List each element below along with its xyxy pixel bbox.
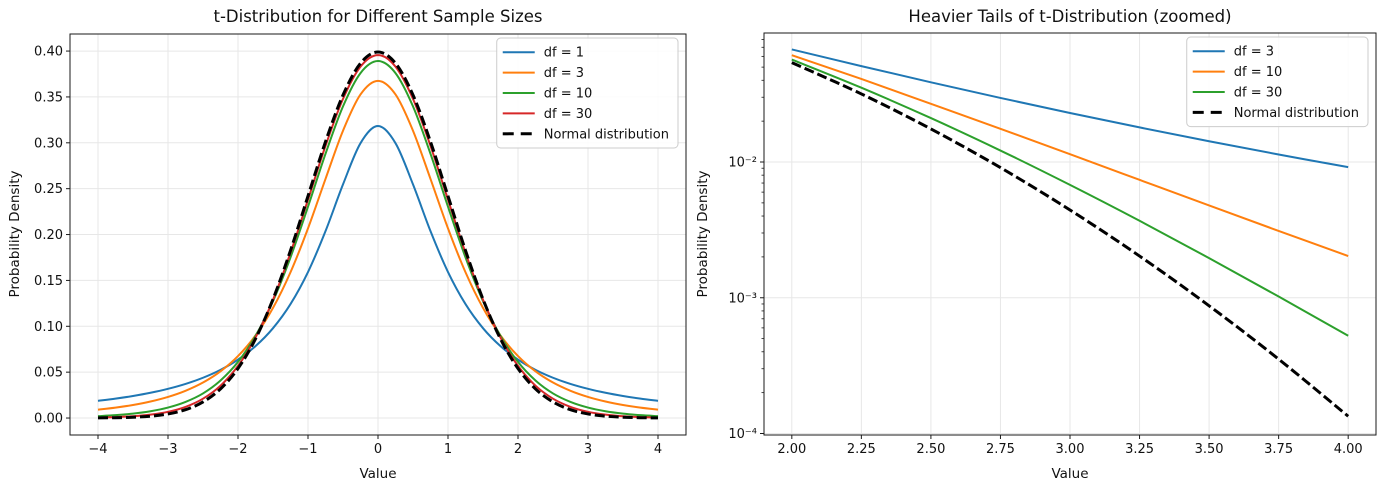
left-chart: −4 −3 −2 −1 0 1 2 3 4 0.00 0.05 0.10 0.15 0.20 0.25 0.3… bbox=[34, 33, 687, 457]
x-tick-label: 3 bbox=[584, 442, 592, 457]
y-tick-label: 0.00 bbox=[34, 412, 63, 427]
right-chart: 2.00 2.25 2.50 2.75 3.00 3.25 3.50 3.75 4.00 10⁻²… bbox=[728, 32, 1377, 457]
y-tick-label: 0.05 bbox=[34, 366, 63, 381]
series-group bbox=[791, 48, 1350, 418]
legend-label: df = 1 bbox=[544, 46, 584, 61]
x-tick-label: −3 bbox=[158, 442, 177, 457]
x-tick-label: 3.75 bbox=[1264, 442, 1293, 457]
x-tick-label: 2.00 bbox=[777, 442, 806, 457]
left-chart-ylabel: Probability Density bbox=[7, 171, 23, 298]
legend-box bbox=[496, 37, 679, 149]
y-tick-label: 10⁻³ bbox=[728, 291, 757, 306]
x-tick-label: −4 bbox=[88, 442, 107, 457]
x-tick-label: 4 bbox=[654, 442, 662, 457]
x-tick-label: 3.00 bbox=[1056, 442, 1085, 457]
series-line bbox=[97, 50, 659, 420]
x-tick-label: −2 bbox=[228, 442, 247, 457]
right-chart-title: Heavier Tails of t-Distribution (zoomed) bbox=[908, 7, 1231, 26]
legend-label: Normal distribution bbox=[544, 127, 669, 142]
y-tick-label: 0.15 bbox=[34, 274, 63, 289]
y-tick-label: 0.35 bbox=[34, 90, 63, 105]
series-line bbox=[97, 125, 659, 402]
y-tick-label: 0.20 bbox=[34, 228, 63, 243]
x-tick-label: 4.00 bbox=[1334, 442, 1363, 457]
left-chart-xlabel: Value bbox=[359, 466, 396, 482]
x-tick-label: 2 bbox=[514, 442, 522, 457]
y-tick-label: 10⁻⁴ bbox=[728, 427, 757, 442]
series-line bbox=[791, 61, 1350, 418]
legend-label: df = 30 bbox=[1234, 86, 1283, 101]
right-chart-ylabel: Probability Density bbox=[695, 171, 711, 298]
x-tick-label: 1 bbox=[444, 442, 452, 457]
legend-label: df = 10 bbox=[544, 87, 593, 102]
x-tick-label: 3.25 bbox=[1125, 442, 1154, 457]
y-tick-label: 10⁻² bbox=[728, 156, 757, 171]
series-line bbox=[791, 54, 1349, 257]
x-tick-label: 2.75 bbox=[986, 442, 1015, 457]
x-tick-label: −1 bbox=[298, 442, 317, 457]
legend: df = 3 df = 10 df = 30 Normal distribution bbox=[1186, 36, 1369, 128]
x-tick-label: 0 bbox=[374, 442, 382, 457]
series-line bbox=[97, 54, 659, 419]
y-tick-label: 0.25 bbox=[34, 182, 63, 197]
x-tick-label: 2.50 bbox=[916, 442, 945, 457]
series-group bbox=[97, 50, 659, 420]
series-line bbox=[97, 60, 659, 418]
ticks: 2.00 2.25 2.50 2.75 3.00 3.25 3.50 3.75 4.00 10⁻²… bbox=[728, 39, 1363, 457]
series-line bbox=[97, 79, 659, 411]
legend-label: Normal distribution bbox=[1234, 106, 1359, 121]
x-tick-label: 3.50 bbox=[1195, 442, 1224, 457]
ticks: −4 −3 −2 −1 0 1 2 3 4 0.00 0.05 0.10 0.15 0.20 0.25 0.3… bbox=[34, 45, 662, 457]
right-chart-xlabel: Value bbox=[1051, 466, 1088, 482]
y-tick-label: 0.30 bbox=[34, 136, 63, 151]
series-line bbox=[791, 58, 1349, 337]
legend-label: df = 10 bbox=[1234, 65, 1283, 80]
legend: df = 1 df = 3 df = 10 df = 30 Normal distrib… bbox=[496, 37, 679, 149]
legend-box bbox=[1186, 36, 1369, 128]
legend-label: df = 30 bbox=[544, 107, 593, 122]
series-line bbox=[791, 48, 1349, 169]
x-tick-label: 2.25 bbox=[847, 442, 876, 457]
legend-label: df = 3 bbox=[1234, 45, 1274, 60]
y-tick-label: 0.40 bbox=[34, 45, 63, 60]
y-tick-label: 0.10 bbox=[34, 320, 63, 335]
left-chart-title: t-Distribution for Different Sample Size… bbox=[214, 7, 543, 26]
legend-label: df = 3 bbox=[544, 66, 584, 81]
